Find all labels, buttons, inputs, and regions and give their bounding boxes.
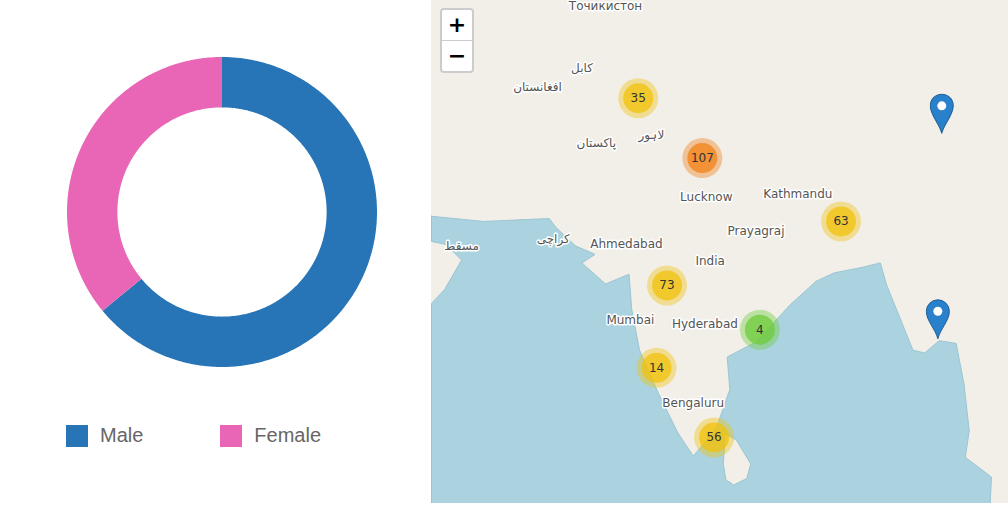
svg-text:Kathmandu: Kathmandu <box>763 187 832 201</box>
svg-text:73: 73 <box>659 278 674 292</box>
svg-text:كابل: كابل <box>571 61 593 75</box>
svg-text:افغانستان: افغانستان <box>513 80 562 94</box>
html-text:Female: Female <box>254 424 322 446</box>
svg-text:14: 14 <box>649 361 664 375</box>
svg-text:Lucknow: Lucknow <box>680 190 733 204</box>
svg-text:63: 63 <box>833 214 848 228</box>
svg-text:Ahmedabad: Ahmedabad <box>590 237 662 251</box>
html-text:Male: Male <box>100 424 144 446</box>
svg-text:107: 107 <box>691 151 714 165</box>
svg-text:لاہور: لاہور <box>637 128 664 143</box>
svg-text:مسقط: مسقط <box>444 239 479 253</box>
svg-text:India: India <box>695 254 724 268</box>
svg-text:35: 35 <box>631 91 646 105</box>
svg-text:Prayagraj: Prayagraj <box>727 224 784 238</box>
svg-text:Bengaluru: Bengaluru <box>662 396 724 410</box>
svg-text:کراچی: کراچی <box>537 232 570 247</box>
svg-text:56: 56 <box>706 430 721 444</box>
svg-text:Hyderabad: Hyderabad <box>672 317 738 331</box>
svg-text:4: 4 <box>756 323 764 337</box>
svg-text:Mumbai: Mumbai <box>606 313 654 327</box>
svg-text:پاکستان: پاکستان <box>577 136 617 150</box>
svg-text:Точикистон: Точикистон <box>568 0 642 13</box>
